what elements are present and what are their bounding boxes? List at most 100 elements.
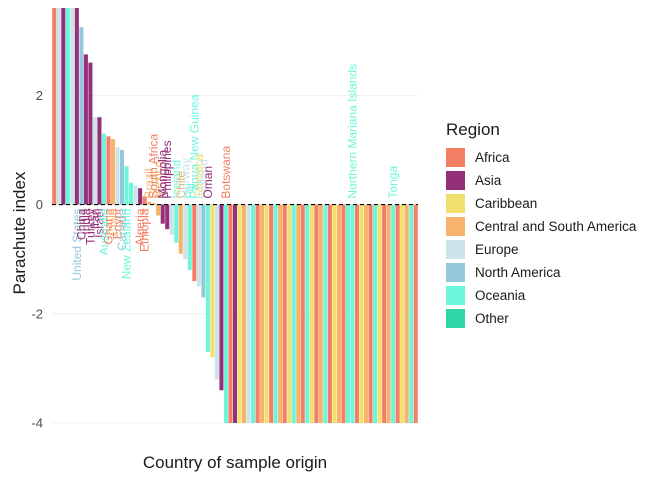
bar	[391, 204, 396, 423]
bar	[97, 117, 102, 205]
legend-label: Central and South America	[475, 219, 637, 234]
bar	[341, 204, 346, 423]
country-label: Finland	[196, 159, 210, 198]
legend-item: Caribbean	[446, 192, 636, 215]
bar	[83, 54, 88, 205]
bar	[318, 204, 323, 423]
bar	[395, 204, 400, 423]
x-axis-label: Country of sample origin	[143, 453, 327, 472]
bar	[264, 204, 269, 423]
legend-item: Europe	[446, 238, 636, 261]
y-axis-label: Parachute index	[10, 171, 29, 294]
country-label: South Africa	[147, 134, 161, 199]
bar	[192, 204, 197, 282]
bar	[287, 204, 292, 423]
bar	[305, 204, 310, 423]
bar	[260, 204, 265, 423]
bar	[273, 204, 278, 423]
country-label: Algeria	[133, 208, 147, 246]
country-label: Philippines	[160, 141, 174, 199]
country-label: Turkey	[83, 209, 97, 245]
bar	[196, 204, 201, 287]
bar	[210, 204, 215, 358]
bar	[228, 204, 233, 423]
legend-item: Central and South America	[446, 215, 636, 238]
legend-label: Oceania	[475, 288, 526, 303]
legend-item: Africa	[446, 146, 636, 169]
country-label: India	[79, 208, 93, 234]
bar	[169, 204, 174, 235]
bar	[79, 27, 84, 205]
bar	[88, 62, 93, 205]
legend-swatch	[446, 240, 465, 259]
bar	[65, 8, 70, 205]
legend-item: Oceania	[446, 284, 636, 307]
country-label: Chile	[106, 208, 120, 236]
bar	[138, 188, 143, 205]
legend-title: Region	[446, 120, 500, 139]
bar	[246, 204, 251, 423]
legend-label: Asia	[475, 173, 502, 188]
bar	[359, 204, 364, 423]
bar	[368, 204, 373, 423]
country-label: Israel	[92, 209, 106, 238]
legend-item: Other	[446, 307, 636, 330]
bar	[282, 204, 287, 423]
country-label: Fiji	[183, 183, 197, 198]
bar	[56, 8, 61, 205]
legend-label: Europe	[475, 242, 519, 257]
legend: Region Africa Asia Caribbean Central and So…	[446, 120, 636, 330]
bar	[201, 204, 206, 298]
y-tick-label: 2	[36, 88, 43, 103]
bar	[373, 204, 378, 423]
country-label: Tonga	[386, 166, 400, 199]
country-label: China	[74, 208, 88, 240]
bar	[296, 204, 301, 423]
legend-swatch	[446, 171, 465, 190]
bar	[409, 204, 414, 423]
bar	[106, 136, 111, 205]
bar	[327, 204, 332, 423]
bar	[350, 204, 355, 423]
country-label: Northern Mariana Islands	[345, 64, 359, 199]
legend-label: North America	[475, 265, 561, 280]
bar	[129, 182, 134, 205]
bar	[142, 196, 147, 205]
country-label: Norway	[178, 158, 192, 199]
bar	[156, 204, 161, 216]
bar	[219, 204, 224, 391]
bar	[404, 204, 409, 423]
legend-label: Africa	[475, 150, 510, 165]
bar	[74, 8, 79, 205]
country-label: Oman	[201, 166, 215, 199]
country-label: United States	[70, 209, 84, 281]
bar	[183, 204, 188, 260]
country-labels: United StatesChinaIndiaTurkeyIranIsraelA…	[70, 64, 400, 281]
bar	[336, 204, 341, 423]
country-label: Brazil	[142, 169, 156, 199]
legend-items: Africa Asia Caribbean Central and South Ame…	[446, 146, 636, 330]
bar	[52, 8, 57, 205]
country-label: New Zealand	[120, 209, 134, 280]
bar	[205, 204, 210, 353]
bar	[133, 185, 138, 205]
bar	[251, 204, 256, 423]
bar	[61, 8, 66, 205]
legend-swatch	[446, 194, 465, 213]
bar	[174, 204, 179, 243]
bar	[237, 204, 242, 423]
bar	[187, 204, 192, 271]
legend-swatch	[446, 217, 465, 236]
bar	[165, 204, 170, 230]
bar	[377, 204, 382, 423]
bar	[382, 204, 387, 423]
country-label: Canada	[115, 208, 129, 250]
bar	[291, 204, 296, 423]
bar	[269, 204, 274, 423]
bar	[115, 147, 120, 205]
bar	[120, 149, 125, 205]
country-label: Ethiopia	[138, 208, 152, 252]
bar	[214, 204, 219, 380]
bar	[323, 204, 328, 423]
